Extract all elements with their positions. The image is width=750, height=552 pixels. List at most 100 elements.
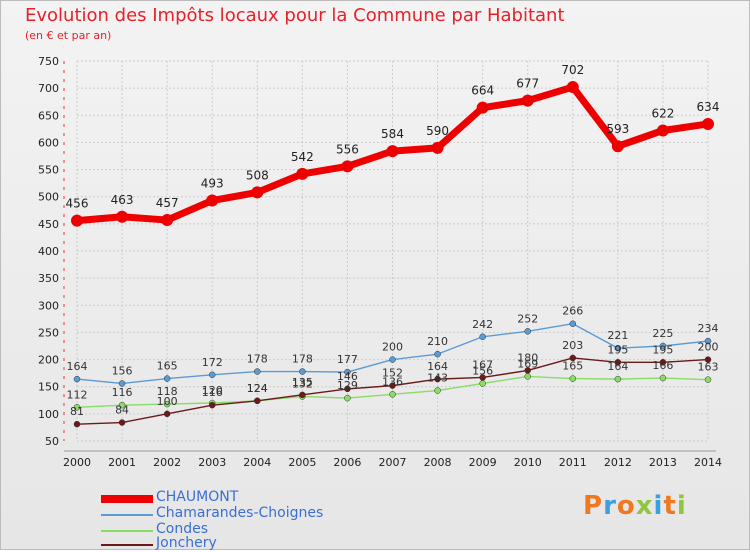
data-label: 124: [247, 382, 268, 395]
data-label: 146: [337, 370, 358, 383]
data-point: [206, 194, 219, 207]
data-label: 118: [157, 385, 178, 398]
y-tick-label: 650: [38, 109, 59, 122]
data-point: [254, 368, 261, 375]
legend-swatch: [101, 530, 153, 532]
legend-label: CHAUMONT: [156, 489, 239, 505]
data-label: 200: [382, 341, 403, 354]
y-tick-label: 550: [38, 164, 59, 177]
legend-swatch: [101, 544, 153, 546]
y-tick-label: 700: [38, 82, 59, 95]
y-tick-label: 300: [38, 299, 59, 312]
data-point: [704, 376, 712, 383]
data-label: 177: [337, 353, 358, 366]
data-label: 677: [516, 77, 539, 91]
data-label: 100: [157, 395, 178, 408]
y-tick-label: 150: [38, 381, 59, 394]
data-label: 135: [292, 376, 313, 389]
data-point: [344, 368, 351, 376]
data-label: 180: [517, 351, 538, 364]
data-label: 200: [698, 341, 719, 354]
data-point: [611, 140, 624, 153]
data-point: [704, 356, 712, 363]
y-tick-label: 450: [38, 218, 59, 231]
data-label: 542: [291, 150, 314, 164]
data-label: 165: [157, 360, 178, 373]
data-label: 210: [427, 335, 448, 348]
x-tick-label: 2014: [694, 456, 722, 469]
data-label: 584: [381, 127, 404, 141]
data-label: 112: [67, 388, 88, 401]
data-point: [479, 374, 486, 381]
data-label: 132: [292, 377, 313, 390]
data-point: [569, 320, 577, 327]
data-label: 203: [562, 339, 583, 352]
y-tick-label: 500: [38, 191, 59, 204]
y-tick-label: 250: [38, 326, 59, 339]
x-tick-label: 2008: [424, 456, 452, 469]
data-point: [296, 167, 309, 180]
data-point: [251, 186, 264, 199]
data-point: [386, 145, 399, 158]
proxiti-logo: Proxiti: [583, 491, 687, 521]
data-point: [389, 391, 396, 398]
data-point: [659, 374, 667, 382]
x-tick-label: 2004: [243, 456, 271, 469]
legend-swatch: [101, 495, 153, 503]
chart-subtitle: (en € et par an): [25, 29, 112, 42]
x-tick-label: 2011: [559, 456, 587, 469]
data-label: 508: [246, 168, 269, 182]
legend-label: Jonchery: [156, 535, 217, 551]
data-label: 242: [472, 318, 493, 331]
x-tick-label: 2009: [469, 456, 497, 469]
data-point: [389, 382, 396, 389]
data-label: 593: [606, 122, 629, 136]
data-point: [389, 356, 396, 363]
data-point: [341, 160, 354, 173]
data-point: [163, 410, 171, 418]
y-tick-label: 100: [38, 408, 59, 421]
data-point: [118, 401, 126, 409]
x-tick-label: 2010: [514, 456, 542, 469]
x-tick-label: 2003: [198, 456, 226, 469]
data-label: 493: [201, 177, 224, 191]
x-tick-label: 2005: [288, 456, 316, 469]
data-label: 152: [382, 367, 403, 380]
data-label: 164: [427, 360, 448, 373]
data-point: [116, 210, 129, 223]
data-point: [163, 375, 171, 382]
data-label: 664: [471, 84, 494, 98]
data-label: 252: [517, 312, 538, 325]
data-label: 165: [562, 360, 583, 373]
data-label: 234: [698, 322, 719, 335]
data-label: 622: [651, 106, 674, 120]
data-point: [479, 380, 486, 387]
data-label: 164: [607, 360, 628, 373]
data-point: [524, 373, 531, 380]
data-point: [73, 375, 81, 383]
data-point: [569, 375, 577, 382]
data-labels: 456 463 457 493 508 542 556 584 590 664 677 702 593 6…: [66, 63, 720, 418]
data-point: [163, 400, 171, 408]
data-point: [702, 117, 714, 130]
x-tick-label: 2000: [63, 456, 91, 469]
data-point: [434, 350, 441, 358]
data-label: 456: [66, 197, 89, 211]
data-point: [614, 359, 622, 366]
data-point: [344, 385, 351, 393]
x-tick-label: 2006: [333, 456, 361, 469]
chart-title: Evolution des Impôts locaux pour la Comm…: [25, 5, 565, 26]
data-point: [73, 420, 81, 428]
data-point: [254, 397, 261, 405]
data-label: 702: [561, 63, 584, 77]
x-tick-label: 2013: [649, 456, 677, 469]
data-point: [704, 337, 712, 345]
x-tick-label: 2001: [108, 456, 136, 469]
data-label: 172: [202, 356, 223, 369]
data-label: 169: [517, 357, 538, 370]
y-tick-label: 50: [45, 435, 59, 448]
data-point: [479, 333, 486, 341]
data-point: [569, 354, 577, 362]
data-point: [566, 81, 579, 94]
